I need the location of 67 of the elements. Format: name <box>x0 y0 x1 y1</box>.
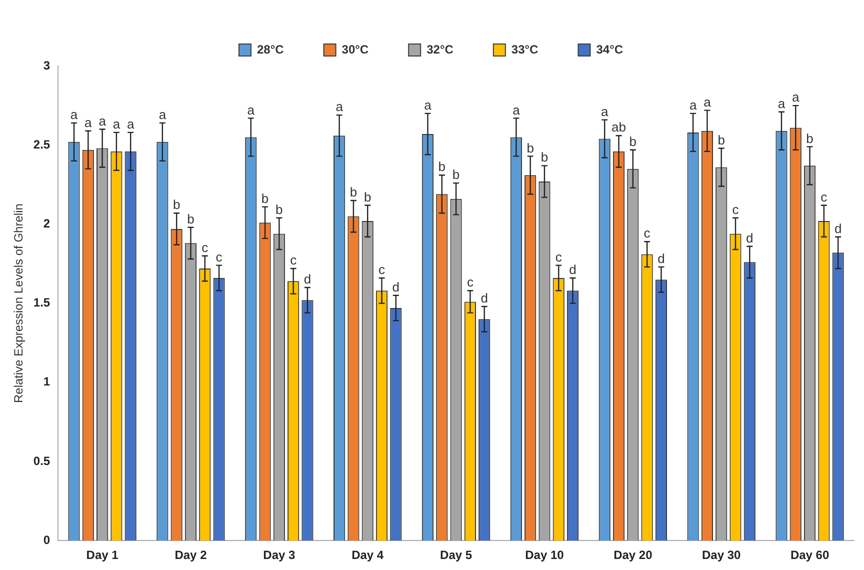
data-label: c <box>290 252 298 268</box>
legend-label: 32°C <box>426 42 454 56</box>
data-label: a <box>792 90 800 105</box>
data-label: a <box>112 116 121 132</box>
data-label: b <box>172 197 180 212</box>
data-label: a <box>336 99 344 114</box>
data-label: c <box>820 189 828 204</box>
data-label: b <box>526 140 534 156</box>
data-label: b <box>806 130 814 146</box>
data-label: b <box>261 190 269 206</box>
data-label: b <box>629 134 637 149</box>
data-label: c <box>216 249 223 264</box>
x-tick-label: Day 30 <box>702 548 742 562</box>
x-tick-label: Day 3 <box>263 548 296 562</box>
y-tick-label: 2 <box>43 216 50 231</box>
data-label: b <box>718 132 725 148</box>
data-label: d <box>658 250 665 266</box>
data-label: a <box>126 116 135 132</box>
data-label: d <box>392 279 400 294</box>
data-label: a <box>600 104 609 119</box>
x-tick-label: Day 4 <box>352 548 384 562</box>
data-label: a <box>247 102 256 118</box>
data-label: d <box>834 220 842 236</box>
legend-label: 28°C <box>256 42 284 56</box>
data-label: ab <box>612 120 626 135</box>
legend-label: 33°C <box>511 42 539 56</box>
data-label: c <box>732 202 740 217</box>
data-label: b <box>364 189 372 204</box>
data-label: a <box>778 96 786 111</box>
data-label: b <box>452 167 460 182</box>
data-label: a <box>704 94 712 110</box>
data-label: d <box>480 290 488 306</box>
data-label: c <box>466 274 474 290</box>
x-tick-label: Day 60 <box>790 548 830 562</box>
data-label: a <box>512 102 521 118</box>
data-label: a <box>70 107 78 122</box>
data-label: c <box>378 262 386 278</box>
x-tick-label: Day 5 <box>440 548 472 562</box>
data-label: d <box>304 272 312 287</box>
data-label: a <box>84 114 93 130</box>
y-tick-label: 1 <box>43 374 50 389</box>
x-tick-label: Day 1 <box>86 548 119 562</box>
x-tick-label: Day 10 <box>525 548 564 562</box>
y-tick-label: 0.5 <box>33 454 50 468</box>
y-axis-title: Relative Expression Levels of Ghrelin <box>12 204 26 404</box>
data-label: c <box>555 249 562 264</box>
legend-label: 34°C <box>596 42 624 56</box>
data-label: b <box>187 211 194 226</box>
data-label: a <box>158 107 167 122</box>
data-label: a <box>689 98 698 113</box>
data-label: b <box>540 150 548 165</box>
y-tick-label: 3 <box>43 58 50 72</box>
data-label: b <box>276 202 283 217</box>
data-label: c <box>202 240 209 255</box>
data-label: b <box>350 184 358 200</box>
x-tick-label: Day 2 <box>174 548 208 562</box>
y-tick-label: 2.5 <box>33 137 50 152</box>
data-label: d <box>569 262 576 278</box>
data-label: b <box>438 159 446 174</box>
data-label: d <box>746 230 754 246</box>
y-tick-label: 0 <box>43 532 50 547</box>
data-label: a <box>98 113 107 128</box>
legend-label: 30°C <box>342 42 369 56</box>
data-label: a <box>424 98 432 113</box>
y-tick-label: 1.5 <box>33 296 50 310</box>
x-tick-label: Day 20 <box>614 548 653 562</box>
data-label: c <box>644 226 651 241</box>
